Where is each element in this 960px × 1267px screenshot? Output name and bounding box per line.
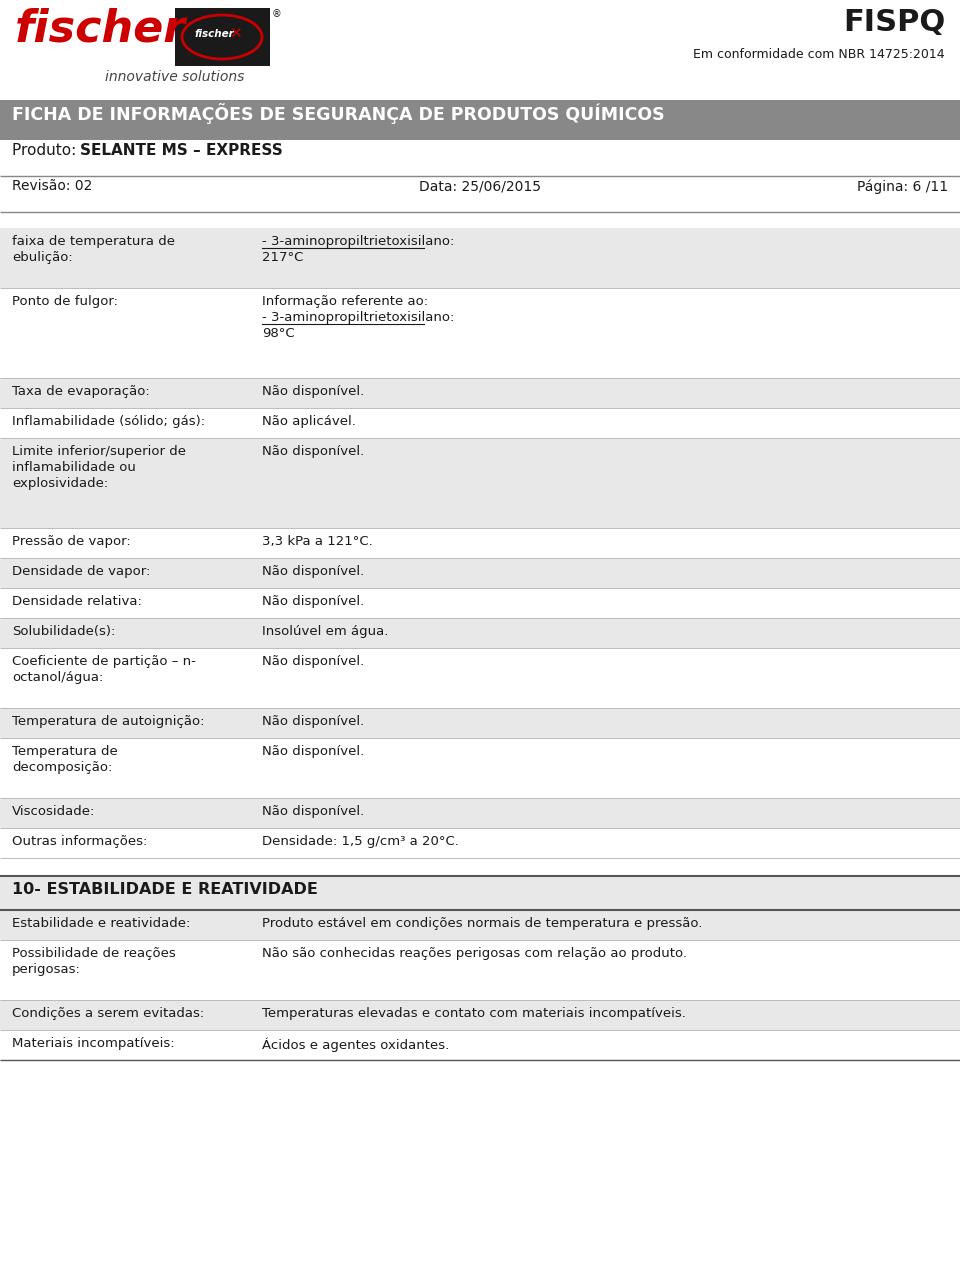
Text: Revisão: 02: Revisão: 02 <box>12 179 92 193</box>
Text: - 3-aminopropiltrietoxisilano:: - 3-aminopropiltrietoxisilano: <box>262 234 454 248</box>
Text: Não são conhecidas reações perigosas com relação ao produto.: Não são conhecidas reações perigosas com… <box>262 946 687 960</box>
Text: Não disponível.: Não disponível. <box>262 565 364 578</box>
Text: Materiais incompatíveis:: Materiais incompatíveis: <box>12 1036 175 1050</box>
Text: fischer: fischer <box>194 29 234 39</box>
Text: 3,3 kPa a 121°C.: 3,3 kPa a 121°C. <box>262 535 372 549</box>
Text: Página: 6 /11: Página: 6 /11 <box>857 179 948 194</box>
Text: Temperatura de: Temperatura de <box>12 745 118 758</box>
Bar <box>0 647 960 708</box>
Text: Outras informações:: Outras informações: <box>12 835 148 848</box>
Text: Densidade: 1,5 g/cm³ a 20°C.: Densidade: 1,5 g/cm³ a 20°C. <box>262 835 459 848</box>
Text: Não disponível.: Não disponível. <box>262 595 364 608</box>
Bar <box>0 176 960 212</box>
Text: Em conformidade com NBR 14725:2014: Em conformidade com NBR 14725:2014 <box>693 48 945 61</box>
Bar <box>0 408 960 438</box>
Text: Densidade relativa:: Densidade relativa: <box>12 595 142 608</box>
Text: ®: ® <box>272 9 281 19</box>
Bar <box>0 139 960 176</box>
Text: Inflamabilidade (sólido; gás):: Inflamabilidade (sólido; gás): <box>12 416 205 428</box>
Bar <box>0 1000 960 1030</box>
Bar <box>0 100 960 139</box>
Text: ✕: ✕ <box>228 27 241 42</box>
Text: Não disponível.: Não disponível. <box>262 385 364 398</box>
Text: Insolúvel em água.: Insolúvel em água. <box>262 625 389 639</box>
Text: Não aplicável.: Não aplicável. <box>262 416 356 428</box>
Text: - 3-aminopropiltrietoxisilano:: - 3-aminopropiltrietoxisilano: <box>262 310 454 324</box>
Bar <box>0 588 960 618</box>
Text: SELANTE MS – EXPRESS: SELANTE MS – EXPRESS <box>80 143 283 158</box>
Bar <box>0 875 960 910</box>
Ellipse shape <box>182 15 262 60</box>
Text: Condições a serem evitadas:: Condições a serem evitadas: <box>12 1007 204 1020</box>
Text: innovative solutions: innovative solutions <box>105 70 245 84</box>
Text: Viscosidade:: Viscosidade: <box>12 805 95 818</box>
Text: Limite inferior/superior de: Limite inferior/superior de <box>12 445 186 457</box>
Text: Data: 25/06/2015: Data: 25/06/2015 <box>419 179 541 193</box>
Text: Densidade de vapor:: Densidade de vapor: <box>12 565 151 578</box>
Bar <box>0 1030 960 1060</box>
Text: Estabilidade e reatividade:: Estabilidade e reatividade: <box>12 917 190 930</box>
Bar <box>0 829 960 858</box>
Bar <box>0 0 960 100</box>
Text: Produto estável em condições normais de temperatura e pressão.: Produto estável em condições normais de … <box>262 917 703 930</box>
Text: Coeficiente de partição – n-: Coeficiente de partição – n- <box>12 655 196 668</box>
Bar <box>0 798 960 829</box>
Bar <box>0 737 960 798</box>
Text: octanol/água:: octanol/água: <box>12 672 104 684</box>
Bar <box>0 940 960 1000</box>
Bar <box>0 708 960 737</box>
Bar <box>0 438 960 528</box>
Text: ebulição:: ebulição: <box>12 251 73 264</box>
Text: faixa de temperatura de: faixa de temperatura de <box>12 234 175 248</box>
Text: Não disponível.: Não disponível. <box>262 445 364 457</box>
Text: 10- ESTABILIDADE E REATIVIDADE: 10- ESTABILIDADE E REATIVIDADE <box>12 882 318 897</box>
Text: Não disponível.: Não disponível. <box>262 715 364 729</box>
Text: 98°C: 98°C <box>262 327 295 340</box>
Bar <box>0 618 960 647</box>
Text: FICHA DE INFORMAÇÕES DE SEGURANÇA DE PRODUTOS QUÍMICOS: FICHA DE INFORMAÇÕES DE SEGURANÇA DE PRO… <box>12 103 664 124</box>
Text: Solubilidade(s):: Solubilidade(s): <box>12 625 115 639</box>
Text: Não disponível.: Não disponível. <box>262 655 364 668</box>
Text: explosividade:: explosividade: <box>12 476 108 490</box>
Text: Não disponível.: Não disponível. <box>262 805 364 818</box>
Text: Informação referente ao:: Informação referente ao: <box>262 295 428 308</box>
Bar <box>0 378 960 408</box>
Bar <box>0 528 960 557</box>
Bar <box>0 288 960 378</box>
Text: 217°C: 217°C <box>262 251 303 264</box>
Text: Possibilidade de reações: Possibilidade de reações <box>12 946 176 960</box>
Text: Ácidos e agentes oxidantes.: Ácidos e agentes oxidantes. <box>262 1036 449 1052</box>
Bar <box>175 8 270 66</box>
Text: Temperaturas elevadas e contato com materiais incompatíveis.: Temperaturas elevadas e contato com mate… <box>262 1007 685 1020</box>
Text: Temperatura de autoignição:: Temperatura de autoignição: <box>12 715 204 729</box>
Text: Ponto de fulgor:: Ponto de fulgor: <box>12 295 118 308</box>
Text: Taxa de evaporação:: Taxa de evaporação: <box>12 385 150 398</box>
Text: Pressão de vapor:: Pressão de vapor: <box>12 535 131 549</box>
Bar <box>0 910 960 940</box>
Text: fischer: fischer <box>15 8 186 51</box>
Text: Não disponível.: Não disponível. <box>262 745 364 758</box>
Text: FISPQ: FISPQ <box>843 8 945 37</box>
Text: decomposição:: decomposição: <box>12 761 112 774</box>
Text: Produto:: Produto: <box>12 143 82 158</box>
Bar <box>0 557 960 588</box>
Text: perigosas:: perigosas: <box>12 963 81 976</box>
Bar <box>0 228 960 288</box>
Text: inflamabilidade ou: inflamabilidade ou <box>12 461 136 474</box>
